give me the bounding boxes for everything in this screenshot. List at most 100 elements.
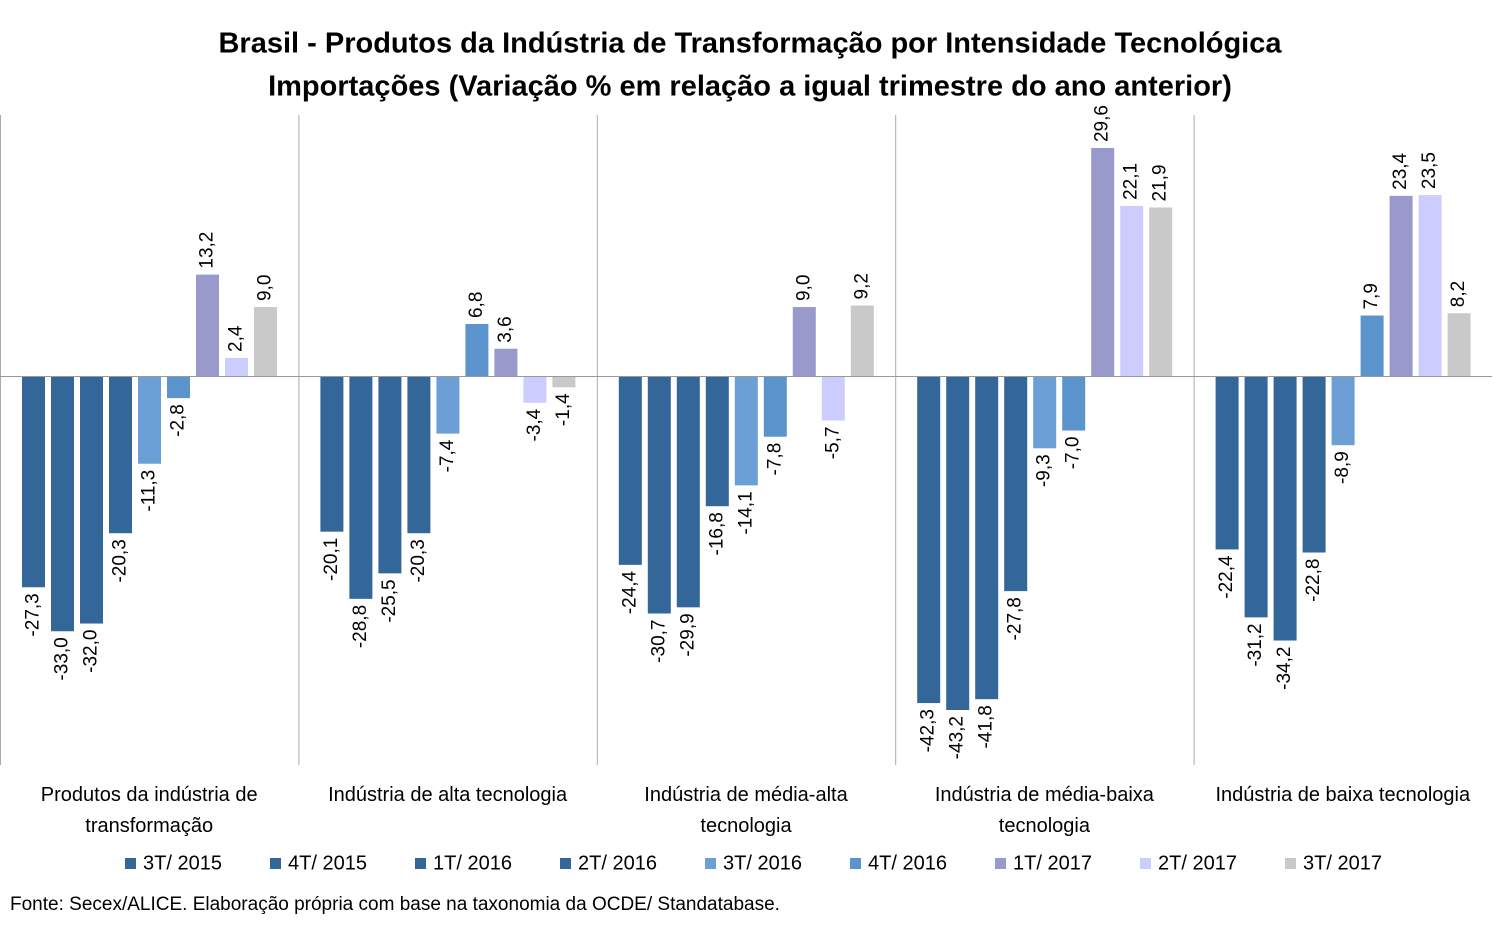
- value-label: -28,8: [350, 605, 371, 648]
- category-label: Indústria de alta tecnologia: [328, 784, 568, 806]
- value-label: -20,1: [321, 538, 342, 581]
- bar: [1331, 376, 1355, 446]
- bar: [80, 376, 103, 624]
- value-label: -42,3: [918, 709, 939, 752]
- bar: [552, 376, 576, 388]
- value-label: 3,6: [495, 316, 516, 342]
- value-label: 9,0: [255, 275, 276, 301]
- value-label: -7,8: [764, 443, 785, 476]
- legend-label: 1T/ 2016: [433, 852, 512, 874]
- value-label: -25,5: [379, 579, 400, 622]
- bar: [975, 376, 999, 700]
- bar: [196, 274, 219, 377]
- bar: [734, 376, 758, 486]
- bar: [494, 348, 518, 377]
- value-label: -20,3: [408, 539, 429, 582]
- value-label: -1,4: [553, 393, 574, 426]
- value-label: 9,2: [851, 273, 872, 299]
- bar: [51, 376, 74, 632]
- chart-title: Brasil - Produtos da Indústria de Transf…: [218, 28, 1282, 60]
- bar: [1389, 195, 1413, 377]
- bar: [1120, 205, 1144, 377]
- bar: [792, 307, 816, 377]
- bar: [1091, 148, 1115, 377]
- value-label: -8,9: [1332, 451, 1353, 484]
- value-label: 23,5: [1419, 152, 1440, 189]
- value-label: -11,3: [139, 470, 160, 512]
- value-label: -41,8: [976, 705, 997, 748]
- bar: [1418, 195, 1442, 377]
- value-label: -30,7: [648, 620, 669, 663]
- bar: [1033, 376, 1057, 449]
- bar: [225, 357, 248, 377]
- value-label: 21,9: [1150, 164, 1171, 201]
- value-label: 8,2: [1448, 281, 1469, 307]
- bar: [850, 305, 874, 377]
- legend-label: 3T/ 2017: [1303, 852, 1382, 874]
- bar: [647, 376, 671, 614]
- bar: [1360, 315, 1384, 377]
- bar: [618, 376, 642, 565]
- legend-swatch: [415, 858, 426, 869]
- bar: [763, 376, 787, 437]
- bar: [254, 307, 277, 377]
- bar: [946, 376, 970, 710]
- value-label: -24,4: [619, 570, 640, 614]
- bar: [465, 324, 489, 377]
- category-label: Produtos da indústria de transformação: [40, 784, 258, 837]
- value-label: -22,8: [1303, 559, 1324, 602]
- bar: [378, 376, 402, 574]
- legend-label: 2T/ 2016: [578, 852, 657, 874]
- value-label: 29,6: [1092, 105, 1113, 142]
- bar: [138, 376, 161, 464]
- value-label: -16,8: [706, 512, 727, 555]
- value-label: -3,4: [524, 408, 545, 441]
- legend-swatch: [1140, 858, 1151, 869]
- value-label: -5,7: [822, 427, 843, 460]
- bar: [407, 376, 431, 534]
- bar: [1004, 376, 1028, 592]
- value-label: -33,0: [52, 637, 73, 680]
- legend-label: 3T/ 2015: [143, 852, 222, 874]
- value-label: -14,1: [735, 491, 756, 534]
- bar: [523, 376, 547, 403]
- bar: [917, 376, 941, 704]
- value-label: -7,0: [1063, 437, 1084, 470]
- value-label: 7,9: [1361, 283, 1382, 309]
- bar: [821, 376, 845, 421]
- bar: [320, 376, 344, 532]
- value-label: -20,3: [110, 539, 131, 582]
- bar: [349, 376, 373, 599]
- value-label: -2,8: [168, 404, 189, 437]
- chart-subtitle: Importações (Variação % em relação a igu…: [268, 71, 1232, 103]
- value-label: -9,3: [1034, 454, 1055, 487]
- legend-label: 4T/ 2016: [868, 852, 947, 874]
- bar: [167, 376, 190, 399]
- bar: [1447, 313, 1471, 377]
- legend-swatch: [270, 858, 281, 869]
- category-label: Indústria de baixa tecnologia: [1215, 784, 1471, 806]
- bar: [109, 376, 132, 534]
- legend-swatch: [850, 858, 861, 869]
- value-label: 6,8: [466, 292, 487, 318]
- value-label: -32,0: [81, 630, 102, 673]
- legend-label: 1T/ 2017: [1013, 852, 1092, 874]
- value-label: 13,2: [197, 232, 218, 269]
- value-label: -22,4: [1216, 555, 1237, 599]
- legend-label: 4T/ 2015: [288, 852, 367, 874]
- legend-swatch: [1285, 858, 1296, 869]
- value-label: -27,8: [1005, 597, 1026, 640]
- value-label: 2,4: [226, 325, 247, 352]
- value-label: -31,2: [1245, 623, 1266, 666]
- value-label: -7,4: [437, 439, 458, 472]
- value-label: -43,2: [947, 716, 968, 759]
- legend-swatch: [560, 858, 571, 869]
- bar: [1244, 376, 1268, 618]
- value-label: 9,0: [793, 275, 814, 301]
- legend-swatch: [995, 858, 1006, 869]
- value-label: 22,1: [1121, 163, 1142, 200]
- legend-label: 2T/ 2017: [1158, 852, 1237, 874]
- bar: [1062, 376, 1086, 431]
